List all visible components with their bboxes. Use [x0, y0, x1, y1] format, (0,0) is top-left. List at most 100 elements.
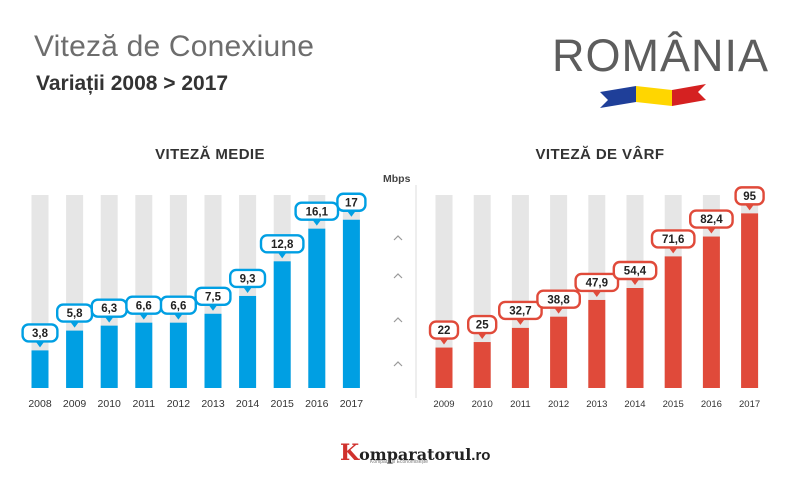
x-tick-label: 2009 [433, 399, 454, 410]
data-label: 17 [345, 197, 358, 209]
x-tick-label: 2015 [271, 398, 295, 410]
chart-subtitle: Variații 2008 > 2017 [36, 72, 229, 95]
data-label-callout: 17 [336, 192, 367, 217]
callout-box [536, 289, 582, 309]
x-tick-label: 2014 [236, 398, 260, 410]
data-label: 12,8 [271, 239, 294, 251]
callout-pointer [278, 252, 287, 259]
data-label: 22 [438, 325, 451, 337]
bar-medie-2016 [308, 228, 326, 388]
callout-pointer [745, 204, 754, 211]
callout-box [689, 209, 734, 229]
data-label: 6,3 [101, 303, 117, 315]
data-label-callout: 16,1 [294, 201, 340, 226]
data-label-callout: 38,8 [536, 289, 582, 314]
callout-box [21, 323, 59, 343]
brand-tagline: Kompară și Economisește [370, 459, 429, 465]
bar-medie-2008 [31, 350, 49, 388]
callout-pointer [174, 314, 183, 320]
data-label: 16,1 [306, 206, 329, 218]
data-label-callout: 95 [734, 186, 765, 211]
chevron-up-icon [393, 235, 403, 241]
bar-varf-2016 [702, 236, 720, 388]
data-label: 5,8 [67, 308, 84, 320]
data-label: 9,3 [240, 274, 256, 286]
brand-initial: K [340, 440, 360, 466]
callout-pointer [554, 308, 563, 314]
data-label-callout: 3,8 [21, 323, 59, 348]
callout-box [498, 300, 543, 321]
bar-medie-2014 [239, 295, 257, 388]
x-tick-label: 2015 [663, 399, 684, 410]
brand-tld: .ro [471, 447, 491, 464]
data-label: 47,9 [586, 278, 608, 290]
callout-pointer [516, 319, 525, 325]
callout-box [159, 295, 197, 315]
callout-pointer [669, 247, 678, 254]
data-label-callout: 47,9 [574, 272, 620, 297]
brand-name: omparatorul [359, 445, 472, 464]
callout-box [574, 272, 620, 293]
x-tick-label: 2009 [63, 398, 87, 410]
x-tick-label: 2016 [701, 399, 722, 410]
callout-pointer [347, 211, 356, 217]
bar-medie-2012 [169, 322, 187, 388]
data-label-callout: 54,4 [612, 260, 658, 286]
bar-medie-2009 [66, 330, 84, 388]
x-tick-label: 2017 [340, 398, 364, 410]
x-tick-label: 2012 [548, 399, 569, 410]
callout-pointer [312, 220, 321, 226]
callout-pointer [139, 314, 148, 320]
data-label-callout: 6,6 [125, 295, 163, 320]
bar-varf-2009 [435, 347, 453, 388]
data-label: 7,5 [205, 291, 222, 303]
bar-medie-2010 [100, 325, 118, 388]
bar-varf-2013 [588, 299, 606, 388]
bar-medie-2013 [204, 313, 222, 388]
bar-medie-2011 [135, 322, 153, 388]
data-label-callout: 7,5 [194, 286, 232, 311]
bar-medie-2017 [342, 219, 360, 388]
data-label: 6,6 [170, 300, 186, 312]
bar-varf-2012 [550, 316, 568, 388]
callout-pointer [592, 291, 601, 297]
data-label: 95 [743, 191, 756, 203]
callout-pointer [243, 287, 252, 293]
chart-title: Viteză de Conexiune [34, 30, 315, 63]
callout-pointer [631, 279, 639, 286]
data-label-callout: 12,8 [259, 234, 305, 259]
data-label-callout: 82,4 [689, 209, 734, 234]
x-tick-label: 2014 [624, 399, 645, 410]
data-label-callout: 32,7 [498, 300, 543, 325]
romania-flag-ribbon-icon [600, 84, 706, 108]
chart-varf: 22 2009 25 2010 32,7 2011 38,8 2012 47,9 2013 54,4… [428, 186, 765, 410]
callout-box [259, 234, 305, 254]
callout-box [294, 201, 340, 221]
callout-box [467, 314, 498, 335]
data-label: 38,8 [547, 294, 570, 306]
bar-track [473, 195, 491, 388]
data-label: 6,6 [136, 300, 152, 312]
callout-box [336, 192, 367, 212]
x-tick-label: 2012 [167, 398, 191, 410]
data-label: 3,8 [32, 328, 49, 340]
data-label-callout: 22 [428, 320, 460, 345]
bar-varf-2015 [664, 256, 682, 388]
panel-title-varf: VITEZĂ DE VÂRF [535, 146, 665, 163]
data-label: 32,7 [509, 305, 531, 317]
data-label-callout: 6,3 [90, 298, 128, 323]
chart-medie: 3,8 2008 5,8 2009 6,3 2010 6,6 2011 6,6 2012 7,5 20… [21, 192, 367, 410]
callout-pointer [70, 322, 79, 328]
bar-varf-2010 [473, 342, 491, 388]
data-label-callout: 71,6 [650, 229, 696, 254]
data-label-callout: 6,6 [159, 295, 197, 320]
callout-pointer [209, 305, 217, 311]
callout-box [612, 260, 658, 281]
chevron-up-icon [393, 273, 403, 279]
bar-varf-2014 [626, 288, 644, 388]
unit-label: Mbps [383, 173, 411, 185]
callout-pointer [707, 228, 716, 234]
x-tick-label: 2010 [472, 399, 493, 410]
country-name: ROMÂNIA [552, 30, 770, 81]
